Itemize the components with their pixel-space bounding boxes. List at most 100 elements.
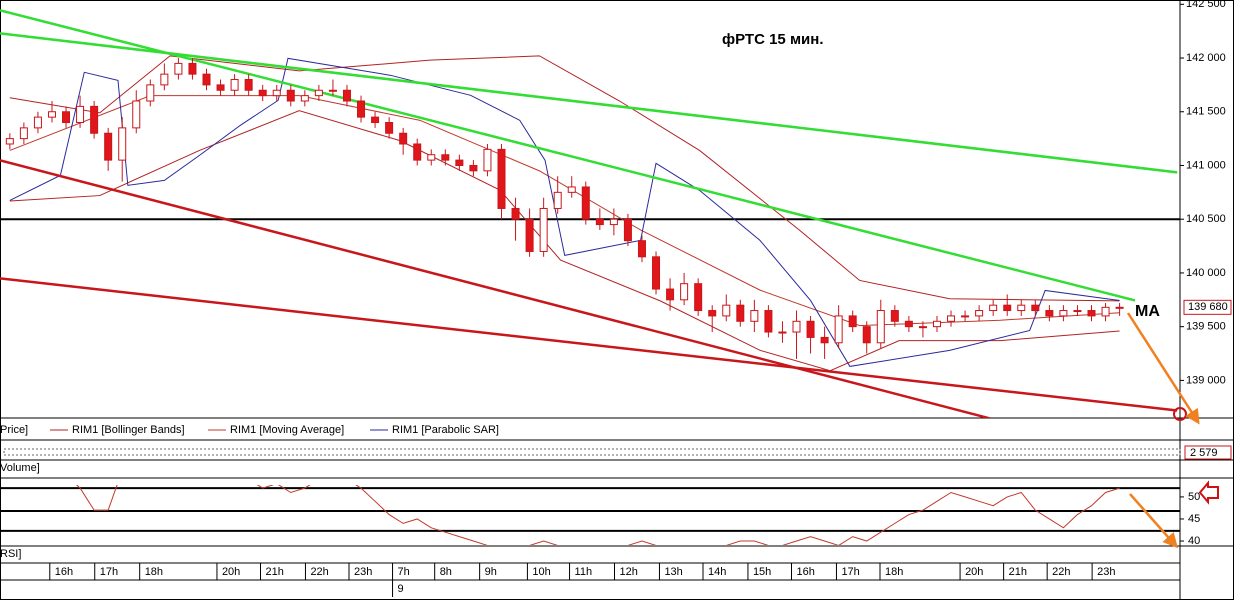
x-tick-label: 10h — [532, 566, 550, 578]
candle-body — [160, 73, 169, 86]
candle-body — [455, 159, 464, 166]
candle-body — [371, 116, 380, 123]
y-tick-label: 142 500 — [1186, 0, 1226, 10]
candle-body — [483, 148, 492, 172]
y-tick-label: 40 — [1188, 535, 1200, 547]
x-tick-label: 17h — [100, 566, 118, 578]
y-tick-label: 141 500 — [1186, 106, 1226, 118]
candle-body — [399, 132, 408, 145]
legend-label: RIM1 [Parabolic SAR] — [392, 424, 499, 436]
x-tick-label: 23h — [1097, 566, 1115, 578]
candle-body — [623, 218, 632, 242]
candle-body — [5, 138, 14, 145]
candle-body — [1073, 310, 1082, 313]
candle-body — [1017, 304, 1026, 312]
candle-body — [1003, 304, 1012, 312]
trendline — [0, 159, 991, 418]
x-tick-label: 9h — [485, 566, 497, 578]
candle-body — [567, 186, 576, 193]
candle-body — [876, 310, 885, 344]
rsi-line — [76, 485, 1120, 545]
candle-body — [469, 164, 478, 172]
indicator-line — [9, 57, 1120, 367]
candle-body — [1031, 304, 1040, 312]
candle-body — [90, 105, 99, 134]
candle-body — [708, 310, 717, 317]
candle-body — [258, 89, 267, 97]
x-tick-label: 23h — [354, 566, 372, 578]
candle-body — [652, 256, 661, 290]
candle-body — [581, 186, 590, 220]
y-tick-label: 140 000 — [1186, 267, 1226, 279]
candle-body — [792, 320, 801, 333]
candle-body — [932, 320, 941, 328]
candle-body — [413, 143, 422, 161]
x-tick-label: 20h — [965, 566, 983, 578]
candle-body — [806, 320, 815, 338]
candle-body — [961, 315, 970, 318]
trendline — [0, 277, 1178, 412]
candle-body — [33, 116, 42, 129]
y-tick-label: 139 500 — [1186, 321, 1226, 333]
x-tick-label: 8h — [440, 566, 452, 578]
candle-body — [834, 315, 843, 344]
y-tick-label: 139 000 — [1186, 374, 1226, 386]
candle-body — [666, 288, 675, 301]
x-tick-label: 17h — [841, 566, 859, 578]
indicator-line — [9, 95, 1120, 327]
last-price-label: 139 680 — [1188, 301, 1228, 313]
candle-body — [553, 191, 562, 209]
candle-body — [975, 310, 984, 317]
date-tick-label: 9 — [398, 583, 404, 595]
candle-body — [947, 315, 956, 322]
candle-body — [609, 218, 618, 226]
arrow-icon — [1198, 480, 1219, 505]
candle-body — [132, 100, 141, 129]
candle-body — [441, 154, 450, 161]
candle-body — [764, 310, 773, 333]
x-tick-label: 16h — [55, 566, 73, 578]
candle-body — [76, 105, 85, 123]
candle-body — [694, 283, 703, 312]
candle-body — [820, 336, 829, 344]
rsi-plot — [0, 485, 1180, 545]
candle-body — [216, 84, 225, 91]
candle-body — [328, 89, 337, 92]
trendline — [0, 9, 1136, 302]
x-tick-label: 20h — [222, 566, 240, 578]
candle-body — [1115, 306, 1124, 309]
candle-body — [385, 121, 394, 134]
candle-body — [637, 240, 646, 258]
x-tick-label: 16h — [797, 566, 815, 578]
volume-label: 2 579 — [1190, 447, 1218, 459]
candle-body — [890, 310, 899, 322]
legend-label: RIM1 [Bollinger Bands] — [72, 424, 185, 436]
x-tick-label: 22h — [1052, 566, 1070, 578]
candle-body — [244, 79, 253, 91]
y-tick-label: 141 000 — [1186, 159, 1226, 171]
candle-body — [104, 132, 113, 161]
candle-body — [230, 79, 239, 91]
x-tick-label: 13h — [664, 566, 682, 578]
x-tick-label: 15h — [753, 566, 771, 578]
candle-body — [427, 154, 436, 161]
panel-label: Volume] — [0, 462, 40, 474]
candle-body — [848, 315, 857, 328]
legend-label: Price] — [0, 424, 28, 436]
candle-body — [342, 89, 351, 102]
candle-body — [1045, 310, 1054, 317]
x-tick-label: 11h — [575, 566, 593, 578]
y-tick-label: 142 000 — [1186, 52, 1226, 64]
legend-label: RIM1 [Moving Average] — [230, 424, 344, 436]
candle-body — [1087, 310, 1096, 317]
candle-body — [146, 84, 155, 102]
candle-body — [357, 100, 366, 118]
y-tick-label: 50 — [1188, 491, 1200, 503]
candle-body — [1059, 310, 1068, 317]
candle-body — [778, 331, 787, 334]
candle-body — [862, 326, 871, 344]
x-tick-label: 18h — [885, 566, 903, 578]
x-tick-label: 21h — [1009, 566, 1027, 578]
arrow — [1126, 312, 1200, 425]
